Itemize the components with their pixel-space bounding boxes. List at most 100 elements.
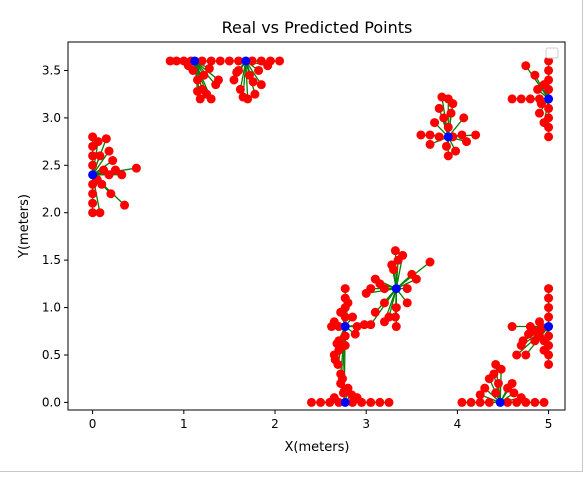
predicted-point bbox=[306, 397, 316, 407]
x-tick-label: 5 bbox=[545, 417, 553, 431]
predicted-point bbox=[336, 378, 346, 388]
predicted-point bbox=[366, 320, 376, 330]
predicted-point bbox=[366, 397, 376, 407]
predicted-point bbox=[539, 80, 549, 90]
predicted-point bbox=[336, 307, 346, 317]
y-tick-label: 0.5 bbox=[42, 348, 61, 362]
plot-area bbox=[68, 42, 565, 410]
predicted-point bbox=[88, 160, 98, 170]
predicted-point bbox=[533, 84, 543, 94]
predicted-point bbox=[425, 139, 435, 149]
predicted-point bbox=[329, 317, 339, 327]
predicted-point bbox=[390, 246, 400, 256]
predicted-point bbox=[165, 56, 175, 66]
predicted-point bbox=[234, 56, 244, 66]
predicted-point bbox=[172, 56, 182, 66]
predicted-point bbox=[544, 359, 554, 369]
y-axis-label: Y(meters) bbox=[17, 194, 32, 259]
predicted-point bbox=[544, 132, 554, 142]
predicted-point bbox=[232, 67, 242, 77]
predicted-point bbox=[343, 298, 353, 308]
legend-box bbox=[545, 47, 559, 59]
predicted-point bbox=[347, 390, 357, 400]
real-point bbox=[88, 170, 98, 180]
predicted-point bbox=[448, 99, 458, 109]
predicted-point bbox=[340, 331, 350, 341]
predicted-point bbox=[507, 378, 517, 388]
predicted-point bbox=[451, 146, 461, 156]
predicted-point bbox=[434, 103, 444, 113]
predicted-point bbox=[471, 130, 481, 140]
predicted-point bbox=[204, 64, 214, 74]
x-tick-label: 4 bbox=[454, 417, 462, 431]
link-line bbox=[438, 108, 449, 138]
predicted-point bbox=[544, 312, 554, 322]
predicted-point bbox=[539, 397, 549, 407]
real-point bbox=[340, 397, 350, 407]
predicted-point bbox=[224, 56, 234, 66]
predicted-point bbox=[229, 75, 239, 85]
predicted-point bbox=[379, 298, 389, 308]
real-point bbox=[443, 132, 453, 142]
predicted-point bbox=[544, 331, 554, 341]
predicted-point bbox=[117, 170, 127, 180]
predicted-point bbox=[521, 61, 531, 71]
predicted-point bbox=[439, 113, 449, 123]
predicted-point bbox=[197, 56, 207, 66]
predicted-point bbox=[398, 250, 408, 260]
predicted-point bbox=[88, 208, 98, 218]
predicted-point bbox=[443, 151, 453, 161]
real-point bbox=[340, 322, 350, 332]
predicted-point bbox=[491, 359, 501, 369]
predicted-point bbox=[340, 341, 350, 351]
predicted-point bbox=[202, 89, 212, 99]
predicted-point bbox=[330, 355, 340, 365]
y-tick-label: 2.0 bbox=[42, 206, 61, 220]
link-line bbox=[525, 65, 550, 100]
predicted-point bbox=[441, 141, 451, 151]
predicted-point bbox=[361, 288, 371, 298]
predicted-point bbox=[352, 322, 362, 332]
predicted-point bbox=[350, 329, 360, 339]
predicted-point bbox=[407, 269, 417, 279]
predicted-point bbox=[484, 397, 494, 407]
link-line bbox=[245, 60, 262, 86]
real-point bbox=[391, 284, 401, 294]
predicted-point bbox=[518, 336, 528, 346]
predicted-point bbox=[544, 284, 554, 294]
predicted-point bbox=[462, 137, 472, 147]
predicted-point bbox=[101, 134, 111, 144]
predicted-point bbox=[183, 61, 193, 71]
predicted-point bbox=[530, 397, 540, 407]
real-point bbox=[544, 94, 554, 104]
predicted-point bbox=[466, 397, 476, 407]
predicted-point bbox=[329, 393, 339, 403]
predicted-point bbox=[248, 77, 258, 87]
predicted-point bbox=[106, 189, 116, 199]
predicted-point bbox=[95, 208, 105, 218]
predicted-point bbox=[457, 130, 467, 140]
predicted-point bbox=[104, 170, 114, 180]
predicted-point bbox=[120, 200, 130, 210]
predicted-point bbox=[206, 56, 216, 66]
predicted-point bbox=[95, 151, 105, 161]
predicted-point bbox=[131, 163, 141, 173]
predicted-point bbox=[391, 322, 401, 332]
predicted-point bbox=[384, 397, 394, 407]
predicted-point bbox=[215, 56, 225, 66]
link-line bbox=[245, 60, 249, 99]
predicted-point bbox=[521, 350, 531, 360]
predicted-point bbox=[88, 189, 98, 199]
predicted-point bbox=[507, 322, 517, 332]
predicted-point bbox=[503, 397, 513, 407]
predicted-point bbox=[370, 307, 380, 317]
predicted-point bbox=[544, 103, 554, 113]
predicted-point bbox=[539, 118, 549, 128]
predicted-point bbox=[539, 345, 549, 355]
x-axis-ticks: 0 1 2 3 4 5 bbox=[89, 410, 553, 431]
real-point bbox=[190, 56, 200, 66]
predicted-point bbox=[244, 70, 254, 80]
predicted-point bbox=[391, 303, 401, 313]
